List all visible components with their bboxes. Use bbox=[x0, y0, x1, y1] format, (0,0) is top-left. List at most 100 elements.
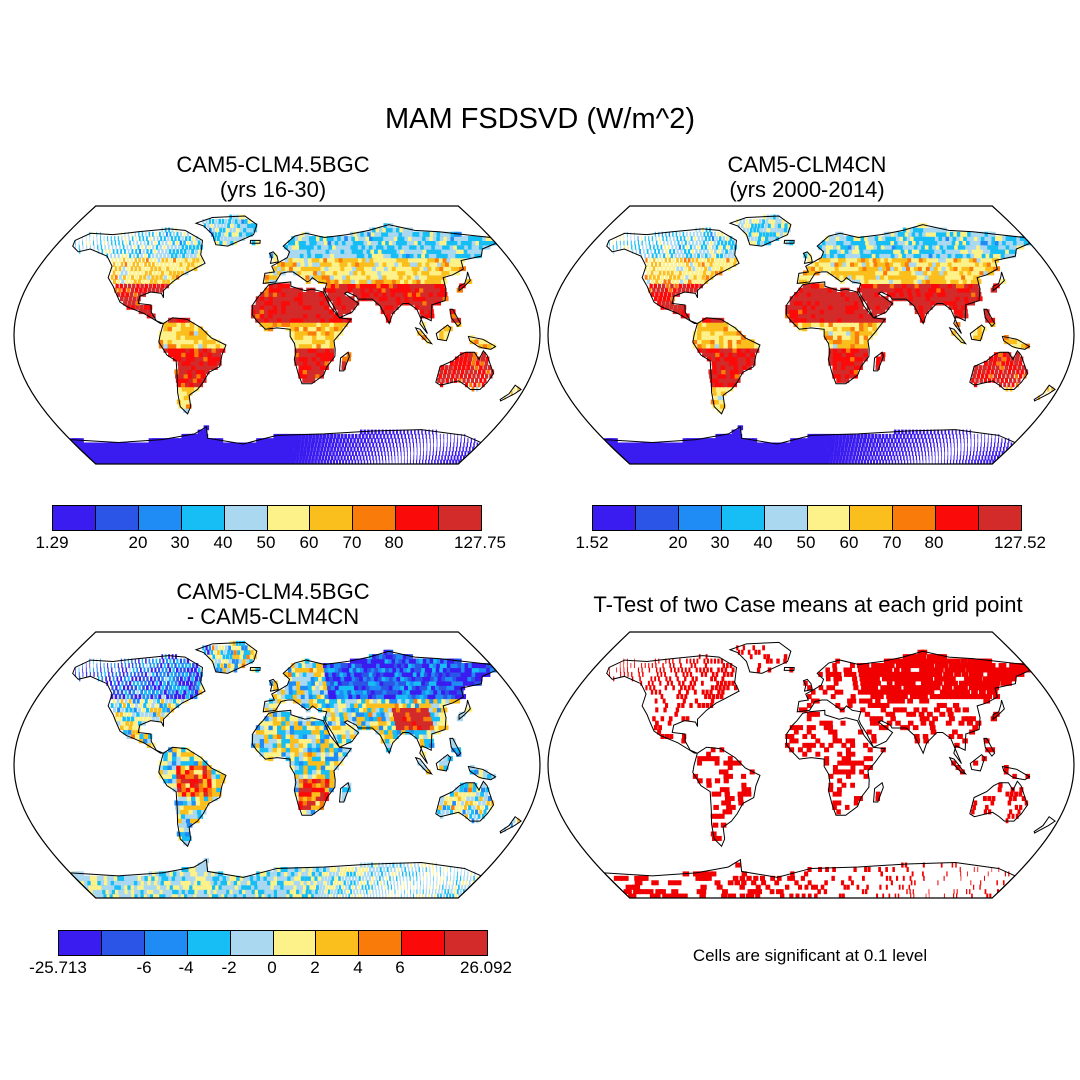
grid-cell bbox=[836, 373, 842, 379]
grid-cell bbox=[739, 442, 746, 448]
grid-cell bbox=[459, 442, 462, 448]
grid-cell bbox=[885, 283, 891, 289]
grid-cell bbox=[830, 455, 834, 461]
grid-cell bbox=[195, 236, 199, 241]
grid-cell bbox=[310, 296, 317, 302]
grid-cell bbox=[175, 378, 182, 383]
grid-cell bbox=[997, 373, 1002, 379]
grid-cell bbox=[344, 236, 350, 241]
grid-cell bbox=[824, 451, 828, 456]
grid-cell bbox=[904, 274, 910, 280]
grid-cell bbox=[372, 227, 379, 233]
grid-cell bbox=[664, 304, 669, 310]
grid-cell bbox=[745, 451, 752, 456]
grid-cell bbox=[894, 231, 901, 237]
grid-cell bbox=[726, 451, 733, 456]
grid-cell bbox=[750, 352, 756, 358]
grid-cell bbox=[1014, 373, 1019, 379]
grid-cell bbox=[994, 438, 996, 444]
grid-cell bbox=[936, 253, 943, 259]
grid-cell bbox=[952, 249, 960, 254]
grid-cell bbox=[426, 438, 428, 444]
grid-cell bbox=[237, 223, 241, 229]
grid-cell bbox=[930, 446, 932, 452]
grid-cell bbox=[815, 300, 821, 306]
grid-cell bbox=[144, 253, 147, 259]
grid-cell bbox=[689, 438, 697, 444]
grid-cell bbox=[124, 231, 126, 237]
grid-cell bbox=[743, 442, 749, 448]
grid-cell bbox=[715, 356, 721, 362]
grid-cell bbox=[412, 279, 419, 284]
grid-cell bbox=[360, 253, 367, 259]
grid-cell bbox=[440, 365, 445, 370]
grid-cell bbox=[392, 249, 399, 254]
grid-cell bbox=[268, 287, 274, 293]
grid-cell bbox=[824, 442, 829, 448]
grid-cell bbox=[355, 249, 362, 254]
grid-cell bbox=[677, 287, 681, 293]
grid-cell bbox=[706, 240, 709, 246]
grid-cell bbox=[676, 236, 679, 241]
grid-cell bbox=[962, 455, 965, 461]
grid-cell bbox=[828, 343, 834, 349]
grid-cell bbox=[517, 386, 520, 392]
grid-cell bbox=[337, 313, 343, 319]
grid-cell bbox=[328, 266, 334, 272]
grid-cell bbox=[701, 326, 707, 332]
grid-cell bbox=[745, 352, 751, 358]
grid-cell bbox=[352, 266, 358, 272]
grid-cell bbox=[864, 257, 871, 263]
grid-cell bbox=[839, 236, 845, 241]
grid-cell bbox=[711, 459, 718, 464]
grid-cell bbox=[989, 266, 996, 272]
grid-cell bbox=[138, 309, 144, 315]
grid-cell bbox=[686, 244, 689, 250]
grid-cell bbox=[700, 244, 704, 250]
grid-cell bbox=[849, 438, 853, 444]
grid-cell bbox=[420, 313, 426, 319]
grid-cell bbox=[316, 335, 322, 340]
grid-cell bbox=[448, 249, 456, 254]
grid-cell bbox=[456, 455, 459, 461]
grid-cell bbox=[344, 249, 350, 254]
grid-cell bbox=[692, 279, 696, 284]
grid-cell bbox=[298, 309, 304, 315]
grid-cell bbox=[446, 446, 448, 452]
grid-cell bbox=[1007, 382, 1011, 388]
grid-cell bbox=[419, 442, 421, 448]
grid-cell bbox=[851, 270, 857, 276]
grid-cell bbox=[867, 274, 874, 280]
grid-cell bbox=[762, 231, 766, 237]
grid-cell bbox=[928, 287, 934, 293]
grid-cell bbox=[869, 459, 873, 464]
grid-cell bbox=[190, 459, 197, 464]
grid-cell bbox=[298, 373, 303, 379]
grid-cell bbox=[731, 455, 738, 461]
grid-cell bbox=[975, 270, 982, 276]
grid-cell bbox=[179, 231, 183, 237]
grid-cell bbox=[727, 253, 731, 259]
grid-cell bbox=[259, 317, 265, 323]
grid-cell bbox=[178, 369, 185, 375]
grid-cell bbox=[930, 429, 932, 435]
grid-cell bbox=[217, 446, 223, 452]
grid-cell bbox=[177, 244, 181, 250]
grid-cell bbox=[296, 455, 300, 461]
grid-cell bbox=[303, 313, 309, 319]
grid-cell bbox=[290, 326, 296, 332]
grid-cell bbox=[913, 433, 916, 439]
grid-cell bbox=[126, 257, 130, 263]
grid-cell bbox=[871, 253, 878, 259]
grid-cell bbox=[133, 279, 137, 284]
grid-cell bbox=[723, 382, 729, 388]
grid-cell bbox=[329, 335, 335, 340]
grid-cell bbox=[375, 455, 377, 461]
grid-cell bbox=[261, 455, 266, 461]
grid-cell bbox=[324, 300, 330, 306]
grid-cell bbox=[199, 433, 205, 439]
grid-cell bbox=[302, 300, 308, 306]
grid-cell bbox=[145, 231, 147, 237]
grid-cell bbox=[854, 309, 860, 315]
grid-cell bbox=[773, 459, 779, 464]
